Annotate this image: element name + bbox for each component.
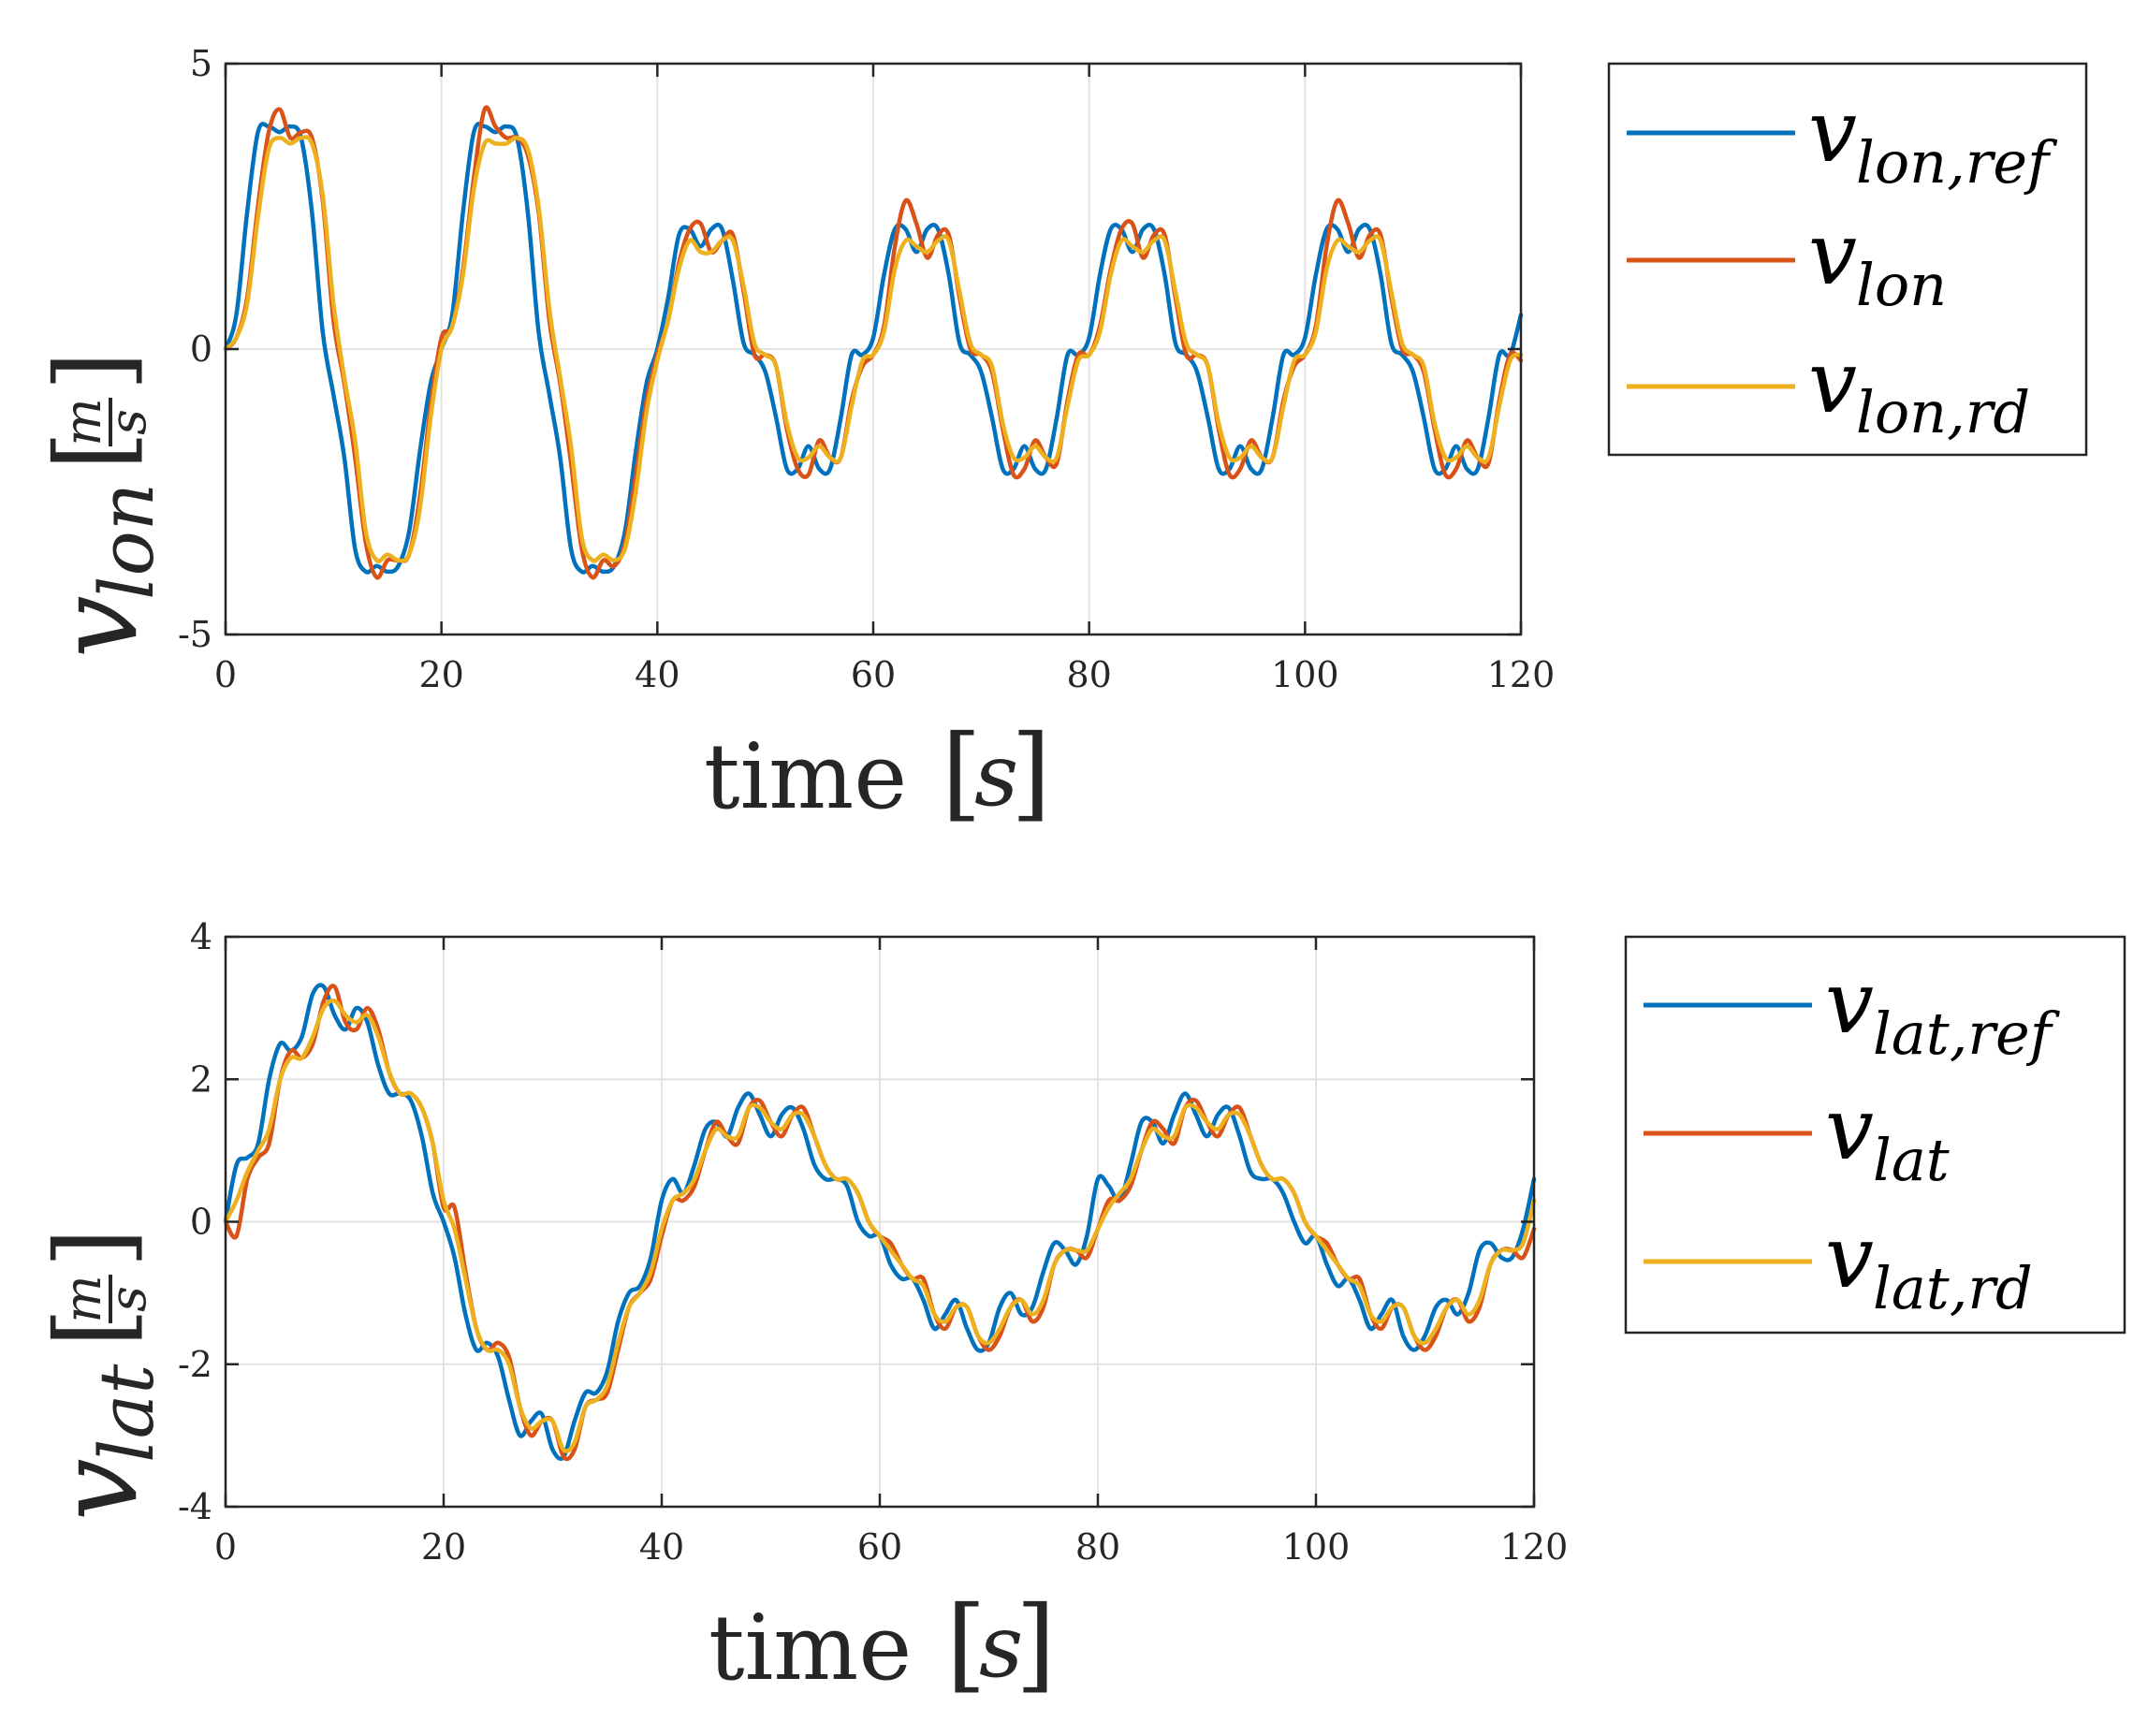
xlabel-bracket-close-lat: ] [1016, 1583, 1056, 1703]
legend-item-lat: v lat [1644, 1079, 1950, 1194]
ticks-lon: 0 20 40 60 80 100 120-505 [178, 43, 1555, 695]
legend-main-lat-rd: v [1825, 1207, 1874, 1307]
xlabel-bracket-open-lat: [ [946, 1583, 986, 1703]
chart-lon: 0 20 40 60 80 100 120-505 v lon [ m s ] time [… [33, 43, 2088, 832]
x-tick-label: 40 [635, 654, 679, 695]
y-tick-label: 5 [190, 43, 212, 84]
x-tick-label: 60 [857, 1526, 902, 1568]
xlabel-bracket-open-lon: [ [942, 712, 982, 832]
y-axis-label-lon: v lon [ m s ] [33, 351, 170, 658]
series-lines-lat [223, 983, 1537, 1462]
legend-sub-lat-ref: lat,ref [1873, 999, 2061, 1068]
x-tick-label: 120 [1500, 1526, 1569, 1568]
x-tick-label: 40 [639, 1526, 684, 1568]
legend-item-lon-rd: v lon,rd [1627, 332, 2030, 446]
x-tick-label: 20 [421, 1526, 466, 1568]
ticks-lat: 0 20 40 60 80 100 120 -4 -2 0 2 4 [178, 916, 1568, 1568]
legend-sub-lat-rd: lat,rd [1873, 1254, 2033, 1322]
ylabel-sub-lon: lon [83, 483, 170, 600]
legend-main-lat-ref: v [1825, 953, 1874, 1053]
legend-lat: v lat,ref v lat v lat,rd [1624, 935, 2126, 1335]
xlabel-unit-lon: s [974, 725, 1018, 825]
ylabel-den-lon: s [98, 409, 157, 435]
y-tick-label: -5 [178, 614, 212, 655]
y-tick-label: 0 [190, 328, 212, 370]
ylabel-bracket-open-lon: [ [33, 430, 153, 471]
ylabel-main-lat: v [33, 1458, 162, 1521]
legend-sub-lon-ref: lon,ref [1856, 128, 2058, 197]
series-line-lon-2 [223, 135, 1524, 563]
ylabel-den-lat: s [98, 1286, 157, 1312]
x-tick-label: 100 [1271, 654, 1339, 695]
xlabel-text-lat: time [709, 1596, 912, 1700]
ylabel-sub-lat: lat [83, 1364, 170, 1463]
legend-sub-lat: lat [1873, 1126, 1950, 1194]
xlabel-bracket-close-lon: ] [1011, 712, 1051, 832]
chart-lat: 0 20 40 60 80 100 120 -4 -2 0 2 4 v lat [ m s ] tim… [33, 916, 2126, 1703]
ylabel-bracket-close-lon: ] [33, 351, 153, 391]
y-tick-label: -2 [178, 1344, 212, 1385]
x-tick-label: 120 [1487, 654, 1556, 695]
x-tick-label: 80 [1066, 654, 1111, 695]
ylabel-num-lat: m [53, 1275, 112, 1322]
legend-sub-lon: lon [1856, 251, 1947, 319]
x-tick-label: 60 [851, 654, 896, 695]
x-axis-label-lon: time [ s ] [704, 712, 1051, 832]
legend-main-lat: v [1825, 1079, 1874, 1179]
series-lines-lon [223, 105, 1524, 580]
ylabel-bracket-open-lat: [ [33, 1307, 153, 1348]
legend-item-lon: v lon [1627, 204, 1947, 319]
ylabel-num-lon: m [53, 398, 112, 445]
ylabel-bracket-close-lat: ] [33, 1228, 153, 1268]
legend-main-lon: v [1808, 204, 1857, 304]
x-tick-label: 100 [1282, 1526, 1351, 1568]
xlabel-unit-lat: s [979, 1597, 1023, 1697]
legend-main-lon-rd: v [1808, 332, 1857, 432]
legend-lon: v lon,ref v lon v lon,rd [1607, 62, 2088, 457]
x-axis-label-lat: time [ s ] [709, 1583, 1056, 1703]
x-tick-label: 80 [1075, 1526, 1120, 1568]
legend-item-lat-rd: v lat,rd [1644, 1207, 2033, 1322]
legend-item-lon-ref: v lon,ref [1627, 81, 2058, 197]
ylabel-main-lon: v [33, 595, 162, 658]
x-tick-label: 0 [214, 654, 237, 695]
legend-main-lon-ref: v [1808, 81, 1857, 182]
x-tick-label: 0 [214, 1526, 237, 1568]
x-tick-label: 20 [418, 654, 463, 695]
y-axis-label-lat: v lat [ m s ] [33, 1228, 170, 1521]
y-tick-label: 2 [190, 1058, 212, 1100]
y-tick-label: 4 [190, 916, 212, 957]
xlabel-text-lon: time [704, 724, 907, 829]
legend-sub-lon-rd: lon,rd [1856, 378, 2030, 446]
legend-item-lat-ref: v lat,ref [1644, 953, 2061, 1068]
y-tick-label: 0 [190, 1202, 212, 1243]
series-line-lat-2 [223, 998, 1537, 1453]
y-tick-label: -4 [178, 1486, 212, 1527]
series-line-lon-0 [223, 122, 1524, 575]
